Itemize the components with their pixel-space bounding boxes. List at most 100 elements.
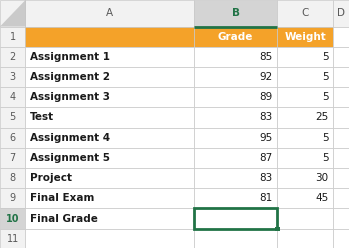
- Text: 89: 89: [259, 92, 273, 102]
- Text: Assignment 2: Assignment 2: [30, 72, 110, 82]
- Text: 25: 25: [315, 113, 328, 123]
- Text: A: A: [106, 8, 113, 18]
- Text: 11: 11: [7, 234, 19, 244]
- Bar: [0, 87, 25, 107]
- Bar: [277, 208, 333, 229]
- Bar: [25, 87, 194, 107]
- Bar: [333, 168, 349, 188]
- Text: 4: 4: [10, 92, 16, 102]
- Bar: [194, 229, 277, 248]
- Text: 1: 1: [10, 32, 16, 42]
- Bar: [277, 0, 333, 27]
- Text: Assignment 5: Assignment 5: [30, 153, 110, 163]
- Bar: [0, 67, 25, 87]
- Text: 5: 5: [322, 52, 328, 62]
- Bar: [25, 0, 194, 27]
- Bar: [25, 208, 194, 229]
- Text: 83: 83: [259, 173, 273, 183]
- Bar: [25, 67, 194, 87]
- Bar: [277, 67, 333, 87]
- Text: 2: 2: [10, 52, 16, 62]
- Bar: [25, 229, 194, 248]
- Polygon shape: [0, 0, 25, 27]
- Text: B: B: [232, 8, 239, 18]
- Text: 5: 5: [322, 153, 328, 163]
- Bar: [0, 127, 25, 148]
- Bar: [333, 47, 349, 67]
- Bar: [194, 107, 277, 128]
- Bar: [277, 188, 333, 208]
- Text: C: C: [302, 8, 309, 18]
- Bar: [277, 27, 333, 47]
- Bar: [194, 148, 277, 168]
- Bar: [277, 148, 333, 168]
- Text: 5: 5: [322, 92, 328, 102]
- Text: 5: 5: [322, 72, 328, 82]
- Bar: [25, 168, 194, 188]
- Text: Assignment 4: Assignment 4: [30, 133, 111, 143]
- Text: Test: Test: [30, 113, 54, 123]
- Bar: [25, 47, 194, 67]
- Bar: [194, 127, 277, 148]
- Bar: [194, 168, 277, 188]
- Bar: [0, 148, 25, 168]
- Bar: [275, 227, 280, 231]
- Bar: [0, 107, 25, 128]
- Text: 5: 5: [322, 133, 328, 143]
- Text: 83: 83: [259, 113, 273, 123]
- Text: 10: 10: [6, 214, 20, 223]
- Bar: [333, 127, 349, 148]
- Text: 8: 8: [10, 173, 16, 183]
- Text: D: D: [337, 8, 345, 18]
- Text: Final Grade: Final Grade: [30, 214, 98, 223]
- Bar: [333, 27, 349, 47]
- Bar: [277, 87, 333, 107]
- Bar: [0, 0, 25, 27]
- Bar: [277, 168, 333, 188]
- Text: Project: Project: [30, 173, 72, 183]
- Bar: [277, 47, 333, 67]
- Bar: [0, 27, 25, 47]
- Bar: [0, 229, 25, 248]
- Bar: [194, 208, 277, 229]
- Text: 45: 45: [315, 193, 328, 203]
- Bar: [194, 188, 277, 208]
- Bar: [194, 47, 277, 67]
- Bar: [277, 127, 333, 148]
- Bar: [194, 208, 277, 229]
- Bar: [194, 0, 277, 27]
- Bar: [194, 87, 277, 107]
- Text: 5: 5: [10, 113, 16, 123]
- Bar: [0, 47, 25, 67]
- Bar: [333, 208, 349, 229]
- Bar: [25, 188, 194, 208]
- Text: 3: 3: [10, 72, 16, 82]
- Bar: [0, 168, 25, 188]
- Bar: [333, 67, 349, 87]
- Text: 6: 6: [10, 133, 16, 143]
- Bar: [333, 188, 349, 208]
- Text: 9: 9: [10, 193, 16, 203]
- Text: 92: 92: [259, 72, 273, 82]
- Text: Assignment 1: Assignment 1: [30, 52, 110, 62]
- Bar: [333, 0, 349, 27]
- Text: Assignment 3: Assignment 3: [30, 92, 110, 102]
- Bar: [194, 27, 277, 47]
- Text: Weight: Weight: [284, 32, 326, 42]
- Text: 95: 95: [259, 133, 273, 143]
- Bar: [0, 188, 25, 208]
- Text: 30: 30: [315, 173, 328, 183]
- Bar: [25, 107, 194, 128]
- Bar: [333, 229, 349, 248]
- Bar: [25, 27, 194, 47]
- Bar: [333, 148, 349, 168]
- Bar: [277, 229, 333, 248]
- Text: 81: 81: [259, 193, 273, 203]
- Text: 85: 85: [259, 52, 273, 62]
- Bar: [194, 67, 277, 87]
- Text: Grade: Grade: [218, 32, 253, 42]
- Bar: [333, 107, 349, 128]
- Bar: [25, 148, 194, 168]
- Bar: [0, 208, 25, 229]
- Bar: [277, 107, 333, 128]
